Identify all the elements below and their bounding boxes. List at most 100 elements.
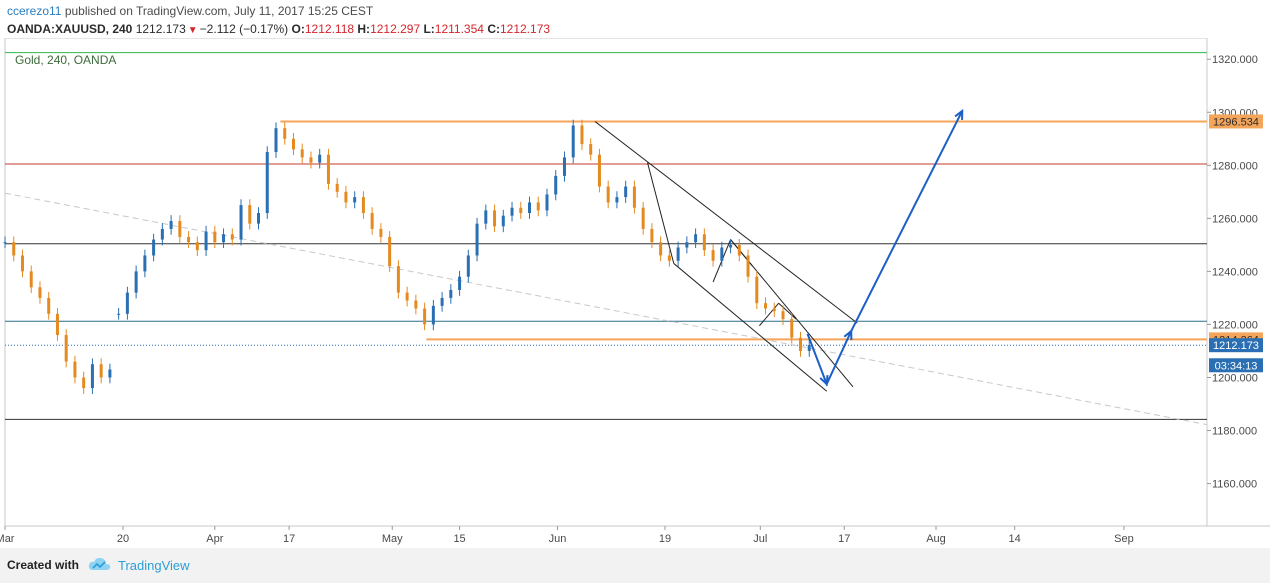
x-tick-label: Apr [206,533,223,545]
x-tick-label: Sep [1114,533,1134,545]
price-badge-label: 03:34:13 [1215,360,1258,372]
price-badge: 1296.534 [1209,114,1263,129]
y-tick-label: 1200.000 [1212,372,1258,384]
price-bar [309,157,313,163]
price-bar [571,125,575,158]
high-value: 1212.297 [370,22,421,36]
price-bar [82,377,86,389]
price-bar [746,255,750,277]
price-bar [204,231,208,251]
price-bar [117,313,121,315]
price-bar [248,205,252,224]
price-bar [108,369,112,378]
price-bar [38,287,42,298]
price-bar [799,337,803,351]
price-bar [213,231,217,243]
price-bar [493,210,497,227]
price-bar [711,250,715,261]
price-bar [545,194,549,211]
price-bar [12,242,16,256]
price-bar [283,128,287,139]
price-bar [152,239,156,256]
price-bar [55,313,59,336]
low-label: L: [423,22,435,36]
price-bar [195,242,199,251]
price-bar [335,183,339,192]
price-bar [143,255,147,272]
price-bar [702,234,706,251]
price-bar [755,276,759,304]
price-bar [274,128,278,153]
price-badge-label: 1212.173 [1213,340,1259,352]
author-link[interactable]: ccerezo11 [7,4,62,18]
price-bar [458,276,462,290]
arrow-head [843,328,853,341]
price-badge-bg [1209,114,1263,129]
price-bar [475,223,479,256]
footer-bar: Created with TradingView [0,548,1270,583]
price-bar [536,202,540,211]
price-bar [90,364,94,389]
price-bar [29,271,33,288]
high-label: H: [357,22,371,36]
price-bar [257,213,261,224]
price-bar [47,297,51,314]
trend-line [759,302,780,327]
price-bar [554,175,558,195]
x-tick-label: Aug [926,533,946,545]
symbol-name: OANDA:XAUUSD, 240 [7,22,133,36]
close-label: C: [487,22,500,36]
series-legend: Gold, 240, OANDA [15,53,117,67]
price-bar [440,297,444,306]
y-tick-label: 1160.000 [1212,479,1257,491]
x-tick-label: Jun [549,533,567,545]
price-bar [632,186,636,208]
trend-line [647,162,675,264]
price-change: −2.112 (−0.17%) [199,22,289,36]
y-tick-label: 1320.000 [1212,54,1258,66]
price-bar [764,303,768,309]
trend-line [594,121,858,324]
price-chart[interactable]: 1320.0001300.0001280.0001260.0001240.000… [0,38,1270,548]
price-bar [344,191,348,203]
price-bar [265,152,269,214]
price-bar [650,228,654,243]
price-bar [659,242,663,256]
price-bar [729,244,733,248]
price-bar [414,300,418,309]
price-bar [178,221,182,237]
price-bar [790,319,794,338]
x-tick-label: 15 [453,533,465,545]
price-bar [807,345,811,351]
price-bar [685,242,689,248]
arrow-head [819,375,829,387]
price-bar [694,234,698,243]
price-bar [396,266,400,293]
publish-info: ccerezo11 published on TradingView.com, … [7,4,373,18]
price-bar [222,234,226,243]
tradingview-link[interactable]: TradingView [118,558,190,573]
price-bar [134,271,138,293]
price-bar [370,213,374,229]
created-with-text: Created with [7,558,80,572]
close-value: 1212.173 [499,22,551,36]
price-bar [326,154,330,184]
trend-line [778,302,797,320]
price-bar [125,292,129,314]
y-tick-label: 1280.000 [1212,160,1258,172]
x-tick-label: 14 [1009,533,1021,545]
price-bar [230,234,234,240]
price-bar [781,311,785,320]
tradingview-cloud-icon [88,557,111,570]
price-bar [501,215,505,227]
price-bar [589,144,593,155]
price-bar [597,154,601,187]
price-bar [160,228,164,240]
price-bar [64,335,68,362]
open-label: O: [291,22,305,36]
price-bar [379,228,383,237]
price-bar [772,308,776,312]
price-bar [641,207,645,229]
price-bar [405,292,409,301]
price-bar [99,364,103,378]
